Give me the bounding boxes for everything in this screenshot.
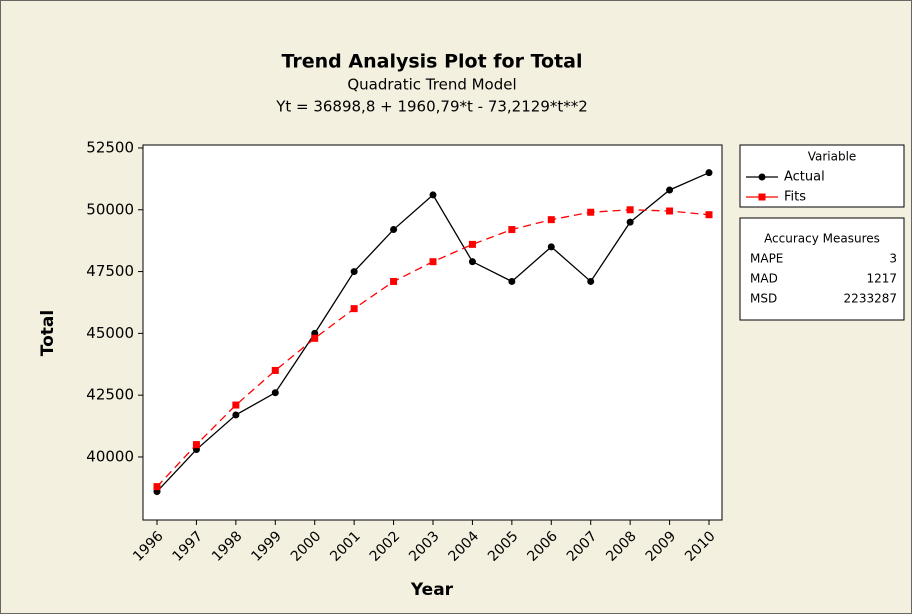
chart-title: Trend Analysis Plot for Total [282,51,583,73]
equation: Yt = 36898,8 + 1960,79*t - 73,2129*t**2 [275,98,588,116]
point [311,334,319,342]
point [468,240,476,248]
point [587,208,595,216]
legend-label: Fits [784,190,806,205]
y-tick-label: 47500 [86,262,134,280]
y-tick-label: 45000 [86,324,134,342]
point [429,258,437,266]
point [390,226,398,234]
point [271,366,279,374]
point [429,191,437,199]
x-axis-label: Year [410,580,454,600]
y-tick-label: 40000 [86,447,134,465]
y-tick-label: 42500 [86,386,134,404]
point [192,441,200,449]
accuracy-value: 2233287 [844,292,897,306]
legend-marker [758,173,766,181]
point [468,258,476,266]
point [547,216,555,224]
point [153,483,161,491]
legend-marker [758,193,766,201]
point [626,206,634,214]
point [666,207,674,215]
point [232,411,240,419]
point [271,389,279,397]
point [666,186,674,194]
chart-subtitle: Quadratic Trend Model [347,76,516,94]
y-axis-label: Total [38,310,58,356]
point [705,169,713,177]
point [350,305,358,313]
accuracy-title: Accuracy Measures [764,232,880,246]
point [587,277,595,285]
accuracy-name: MAPE [750,252,783,266]
y-tick-label: 52500 [86,138,134,156]
point [508,226,516,234]
accuracy-value: 3 [889,252,897,266]
point [390,277,398,285]
plot-area [142,144,723,521]
accuracy-box [739,217,905,321]
point [626,218,634,226]
point [508,277,516,285]
point [232,401,240,409]
accuracy-name: MSD [750,292,777,306]
legend-label: Actual [784,170,825,185]
y-tick-label: 50000 [86,200,134,218]
point [350,268,358,276]
accuracy-value: 1217 [866,272,897,286]
legend-title: Variable [808,150,857,164]
point [547,243,555,251]
point [705,211,713,219]
accuracy-name: MAD [750,272,778,286]
